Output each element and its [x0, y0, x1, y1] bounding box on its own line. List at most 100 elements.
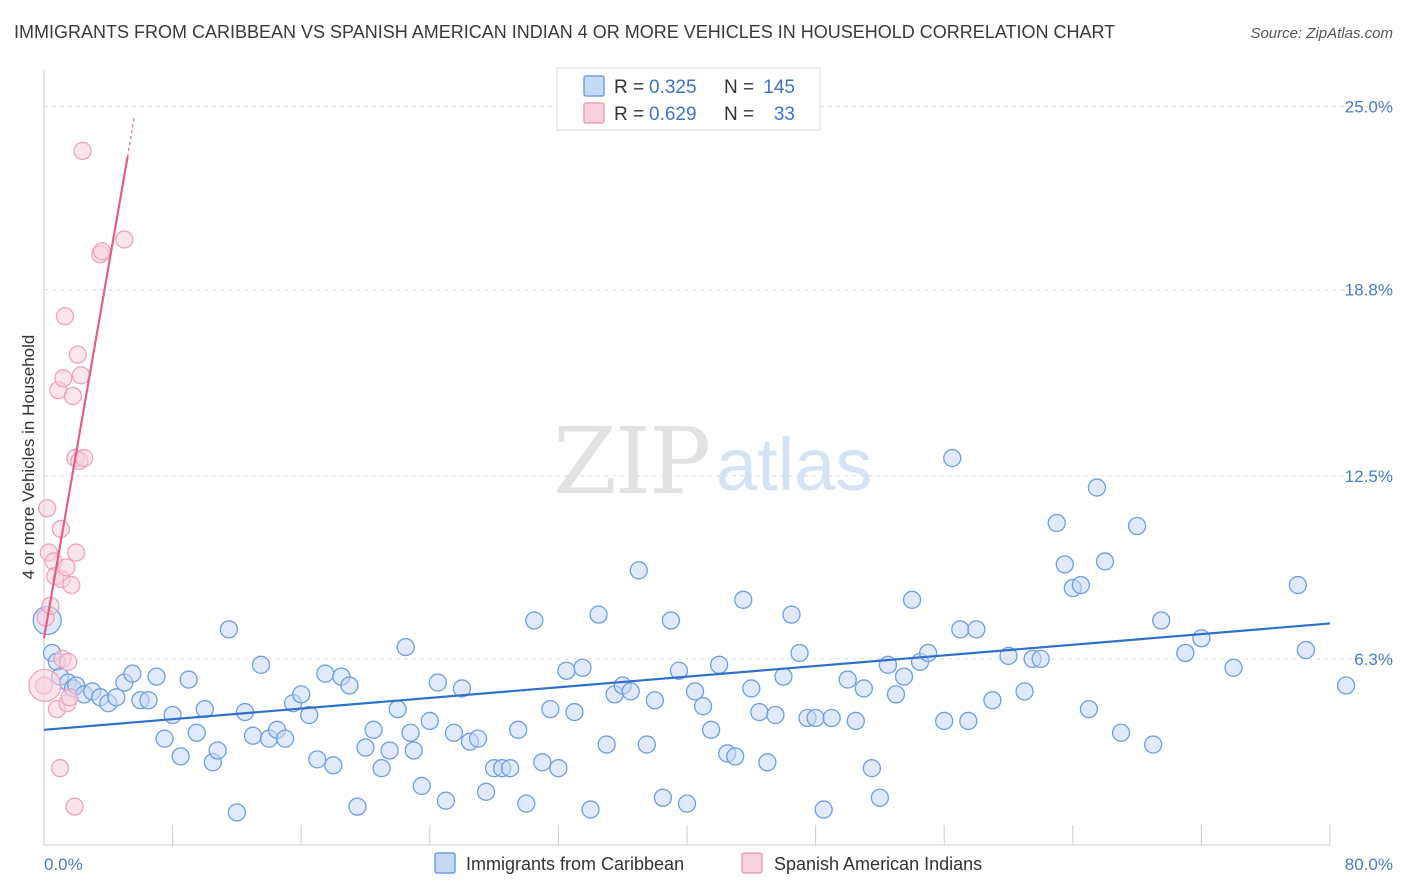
point-caribbean-46 [388, 699, 407, 719]
point-spanish-american-indian-9 [50, 759, 70, 778]
point-caribbean-29 [251, 655, 271, 674]
point-caribbean-20 [179, 670, 198, 689]
y-tick-label-3: 6.3% [1354, 650, 1393, 669]
point-spanish-american-indian-14 [55, 307, 75, 326]
point-caribbean-48 [401, 723, 420, 742]
point-caribbean-135 [1192, 629, 1211, 648]
stats-legend-swatch-caribbean [583, 75, 605, 97]
point-spanish-american-indian-18 [60, 688, 79, 707]
point-caribbean-17 [155, 729, 174, 748]
y-tick-label-1: 18.8% [1345, 281, 1393, 300]
point-caribbean-104 [854, 679, 873, 698]
point-caribbean-120 [1015, 682, 1034, 701]
point-caribbean-102 [838, 670, 857, 689]
stats-legend-r-value-0: 0.325 [649, 77, 697, 98]
point-caribbean-37 [316, 664, 335, 683]
point-caribbean-36 [308, 750, 327, 769]
point-caribbean-25 [219, 620, 239, 639]
point-caribbean-69 [565, 702, 584, 722]
stats-legend-r-value-1: 0.629 [649, 104, 697, 125]
point-caribbean-110 [902, 590, 922, 609]
stats-legend-n-label-1: N = [724, 104, 754, 125]
point-caribbean-119 [999, 646, 1018, 666]
point-caribbean-138 [1296, 640, 1316, 660]
point-caribbean-58 [476, 782, 496, 801]
watermark-atlas: atlas [716, 423, 872, 506]
point-caribbean-55 [452, 679, 472, 698]
point-caribbean-26 [227, 803, 247, 822]
point-caribbean-54 [444, 723, 464, 742]
point-caribbean-114 [943, 448, 962, 468]
point-caribbean-68 [557, 661, 576, 680]
x-tick-marks [43, 825, 1331, 845]
point-caribbean-63 [517, 794, 536, 813]
series-spanish-american-indian-points [28, 141, 134, 816]
stats-legend: R = 0.325 N = 145 R = 0.629 N = 33 [556, 67, 821, 131]
point-caribbean-11 [107, 688, 126, 707]
point-spanish-american-indian-17 [58, 652, 78, 672]
stats-legend-n-label-0: N = [724, 77, 754, 98]
point-caribbean-87 [710, 655, 729, 674]
point-caribbean-45 [380, 741, 399, 760]
point-caribbean-53 [436, 791, 456, 810]
y-tick-labels: 25.0% 18.8% 12.5% 6.3% [1345, 98, 1393, 669]
point-caribbean-95 [774, 667, 793, 686]
chart-title: IMMIGRANTS FROM CARIBBEAN VS SPANISH AME… [14, 22, 1115, 42]
point-caribbean-136 [1224, 658, 1243, 677]
point-caribbean-123 [1047, 513, 1066, 533]
point-caribbean-86 [701, 720, 721, 739]
point-caribbean-126 [1071, 575, 1090, 595]
point-caribbean-44 [372, 759, 391, 778]
point-caribbean-117 [967, 620, 986, 639]
point-caribbean-72 [589, 605, 608, 624]
point-caribbean-105 [862, 759, 882, 778]
stats-legend-n-value-1: 33 [774, 104, 795, 125]
point-caribbean-122 [1031, 649, 1050, 669]
point-caribbean-18 [163, 705, 182, 725]
point-caribbean-109 [894, 667, 914, 686]
point-caribbean-57 [468, 729, 488, 748]
x-tick-label-min: 0.0% [44, 855, 83, 874]
point-caribbean-113 [935, 711, 954, 731]
point-caribbean-70 [573, 658, 592, 677]
trend-lines [42, 118, 1331, 731]
stats-legend-swatch-spanish-american-indian [583, 102, 605, 124]
point-caribbean-118 [983, 691, 1002, 710]
point-caribbean-71 [581, 800, 600, 819]
y-axis-label: 4 or more Vehicles in Household [19, 335, 38, 580]
point-caribbean-85 [693, 697, 713, 716]
point-caribbean-106 [870, 788, 890, 807]
point-caribbean-40 [340, 676, 359, 695]
point-caribbean-76 [621, 682, 640, 701]
point-caribbean-22 [195, 699, 214, 719]
point-caribbean-112 [918, 643, 938, 663]
point-caribbean-116 [959, 711, 978, 731]
point-caribbean-35 [300, 705, 319, 725]
point-caribbean-50 [412, 776, 431, 796]
point-caribbean-128 [1087, 478, 1107, 497]
point-caribbean-92 [750, 702, 769, 722]
point-caribbean-19 [171, 747, 190, 766]
stats-legend-r-label-1: R = [614, 104, 644, 125]
point-caribbean-41 [348, 797, 367, 816]
point-caribbean-99 [806, 708, 825, 728]
point-caribbean-67 [549, 759, 568, 778]
series-caribbean-points [32, 448, 1356, 822]
point-caribbean-131 [1127, 516, 1147, 536]
gridlines [44, 106, 1393, 660]
point-spanish-american-indian-19 [62, 575, 81, 595]
point-spanish-american-indian-13 [54, 369, 73, 388]
series-legend-swatch-spanish-american-indian [741, 852, 763, 874]
point-caribbean-21 [187, 723, 206, 742]
point-caribbean-115 [951, 620, 970, 639]
point-caribbean-133 [1152, 611, 1171, 630]
point-caribbean-34 [292, 685, 311, 704]
point-caribbean-65 [533, 753, 552, 772]
point-caribbean-78 [637, 735, 656, 754]
point-caribbean-90 [734, 590, 753, 609]
point-caribbean-96 [782, 605, 801, 624]
point-caribbean-79 [645, 691, 664, 710]
point-caribbean-84 [685, 682, 705, 701]
point-caribbean-73 [597, 735, 616, 754]
